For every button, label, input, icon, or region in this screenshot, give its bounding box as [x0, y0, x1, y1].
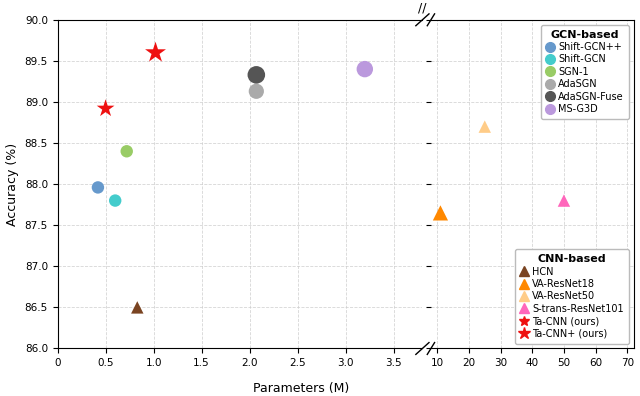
Text: //: // [418, 2, 427, 15]
Point [252, 72, 262, 78]
Point [252, 88, 262, 95]
Legend: HCN, VA-ResNet18, VA-ResNet50, S-trans-ResNet101, Ta-CNN (ours), Ta-CNN+ (ours): HCN, VA-ResNet18, VA-ResNet50, S-trans-R… [515, 249, 628, 344]
Point [100, 105, 111, 112]
Y-axis label: Accuracy (%): Accuracy (%) [6, 143, 19, 226]
Text: Parameters (M): Parameters (M) [253, 382, 349, 395]
Point [360, 66, 370, 72]
Point [110, 197, 120, 204]
Point [150, 50, 161, 56]
Point [479, 124, 490, 130]
Point [132, 304, 143, 310]
Point [435, 210, 445, 216]
Point [559, 197, 569, 204]
Point [93, 184, 103, 190]
Point [122, 148, 132, 154]
